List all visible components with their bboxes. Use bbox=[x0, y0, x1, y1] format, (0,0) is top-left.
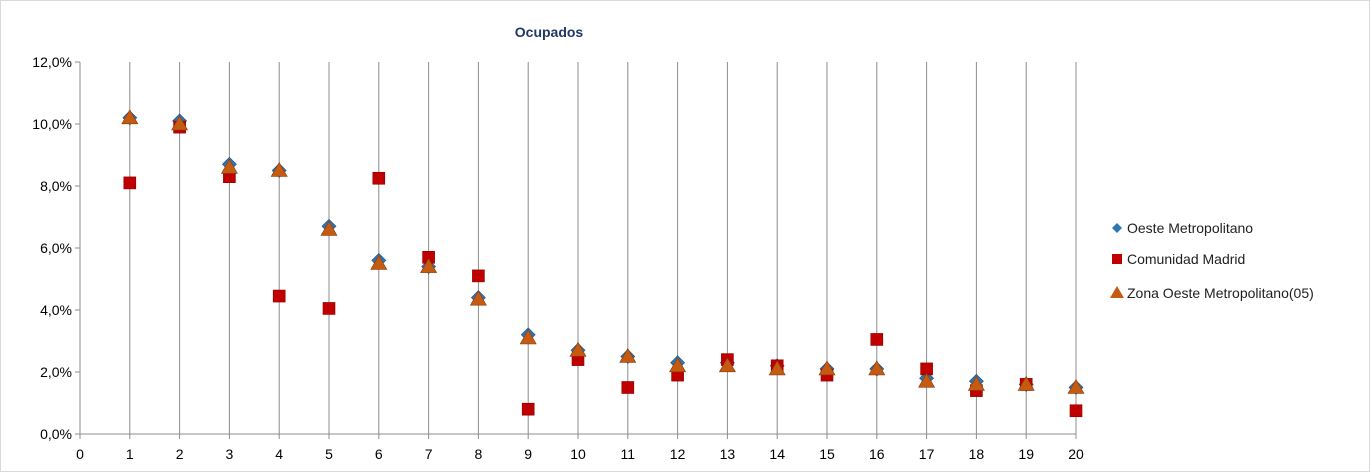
series-square bbox=[123, 120, 1083, 418]
data-point bbox=[519, 329, 537, 345]
data-point bbox=[270, 161, 288, 177]
x-tick-label: 18 bbox=[969, 446, 985, 462]
data-point bbox=[967, 375, 985, 391]
data-point bbox=[272, 289, 286, 303]
legend-marker-triangle bbox=[1110, 286, 1124, 298]
y-tick-label: 10,0% bbox=[32, 116, 72, 132]
y-tick-label: 8,0% bbox=[40, 178, 72, 194]
legend-label: Comunidad Madrid bbox=[1127, 251, 1245, 267]
x-tick-label: 0 bbox=[76, 446, 84, 462]
legend-label: Oeste Metropolitano bbox=[1127, 220, 1253, 236]
x-tick-label: 13 bbox=[720, 446, 736, 462]
data-point bbox=[1017, 375, 1035, 391]
data-point bbox=[521, 402, 535, 416]
x-tick-label: 6 bbox=[375, 446, 383, 462]
series-diamond bbox=[122, 110, 1084, 395]
tick-labels: 0,0%2,0%4,0%6,0%8,0%10,0%12,0%0 1 2 3 4 5 6 7 8 9… bbox=[32, 54, 1084, 462]
data-point bbox=[372, 171, 386, 185]
x-tick-label: 14 bbox=[769, 446, 785, 462]
x-tick-label: 15 bbox=[819, 446, 835, 462]
data-point bbox=[569, 341, 587, 357]
axes bbox=[75, 61, 1077, 439]
x-tick-label: 7 bbox=[425, 446, 433, 462]
legend-label: Zona Oeste Metropolitano(05) bbox=[1127, 285, 1314, 301]
x-tick-label: 17 bbox=[919, 446, 935, 462]
data-point bbox=[718, 357, 736, 373]
data-series bbox=[121, 109, 1085, 418]
y-tick-label: 6,0% bbox=[40, 240, 72, 256]
x-tick-label: 20 bbox=[1068, 446, 1084, 462]
x-tick-label: 4 bbox=[275, 446, 283, 462]
gridlines bbox=[129, 62, 1077, 434]
y-tick-label: 2,0% bbox=[40, 364, 72, 380]
data-point bbox=[619, 347, 637, 363]
y-tick-label: 12,0% bbox=[32, 54, 72, 70]
data-point bbox=[918, 372, 936, 388]
data-point bbox=[469, 290, 487, 306]
data-point bbox=[768, 360, 786, 376]
data-point bbox=[220, 158, 238, 174]
x-tick-label: 11 bbox=[621, 446, 636, 462]
x-tick-label: 19 bbox=[1018, 446, 1034, 462]
data-point bbox=[123, 176, 137, 190]
x-tick-label: 10 bbox=[570, 446, 586, 462]
chart-title: Ocupados bbox=[515, 24, 584, 40]
data-point bbox=[621, 381, 635, 394]
data-point bbox=[868, 360, 886, 376]
x-tick-label: 3 bbox=[226, 446, 234, 462]
x-tick-label: 1 bbox=[126, 446, 134, 462]
data-point bbox=[171, 115, 189, 131]
x-tick-label: 12 bbox=[670, 446, 686, 462]
data-point bbox=[870, 333, 884, 346]
data-point bbox=[1069, 404, 1083, 418]
legend-marker-diamond bbox=[1112, 223, 1122, 233]
data-point bbox=[370, 254, 388, 270]
x-tick-label: 5 bbox=[325, 446, 333, 462]
x-tick-label: 16 bbox=[869, 446, 885, 462]
data-point bbox=[320, 220, 338, 236]
data-point bbox=[669, 357, 687, 373]
legend-marker-square bbox=[1112, 254, 1122, 264]
data-point bbox=[818, 360, 836, 376]
data-point bbox=[121, 109, 139, 125]
y-tick-label: 4,0% bbox=[40, 302, 72, 318]
series-triangle bbox=[121, 109, 1085, 394]
x-tick-label: 9 bbox=[524, 446, 532, 462]
data-point bbox=[420, 257, 438, 273]
data-point bbox=[322, 302, 336, 315]
x-tick-label: 8 bbox=[475, 446, 483, 462]
y-tick-label: 0,0% bbox=[40, 426, 72, 442]
x-tick-label: 2 bbox=[176, 446, 184, 462]
legend: Oeste Metropolitano Comunidad Madrid Zona … bbox=[1110, 220, 1314, 301]
data-point bbox=[472, 269, 485, 283]
data-point bbox=[1067, 378, 1085, 394]
